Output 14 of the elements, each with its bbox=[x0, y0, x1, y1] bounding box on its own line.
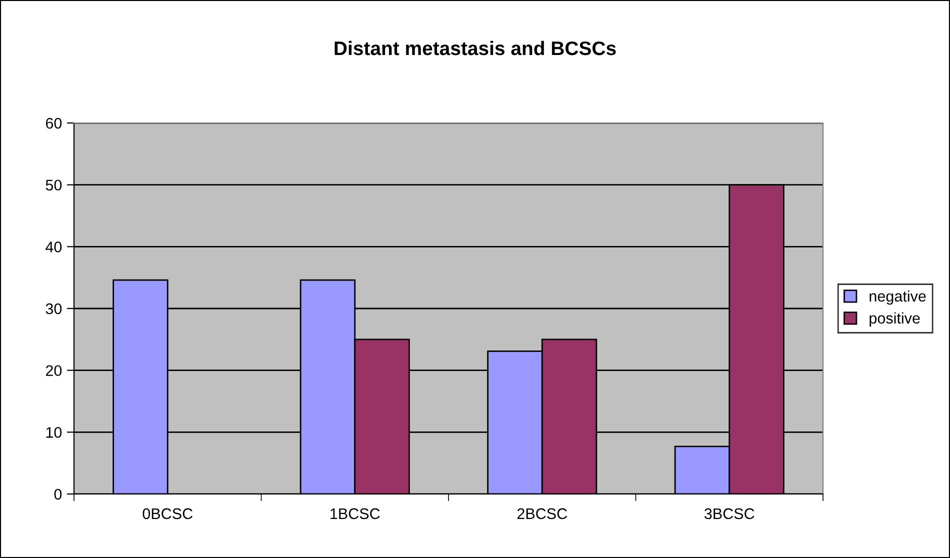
x-tick-label: 2BCSC bbox=[517, 508, 568, 520]
y-tick-label: 30 bbox=[46, 303, 62, 314]
legend-label: positive bbox=[870, 312, 920, 327]
y-tick-label: 40 bbox=[46, 242, 62, 252]
y-tick-label: 50 bbox=[46, 180, 62, 191]
y-tick-label: 0 bbox=[54, 488, 62, 500]
y-tick-label: 20 bbox=[46, 365, 62, 376]
y-tick-label: 60 bbox=[46, 118, 62, 129]
legend-label: negative bbox=[870, 290, 926, 305]
chart-title: Distant metastasis and BCSCs bbox=[334, 40, 616, 56]
x-tick-label: 3BCSC bbox=[704, 508, 754, 520]
y-tick-label: 10 bbox=[46, 427, 62, 438]
x-tick-label: 0BCSC bbox=[142, 508, 193, 520]
x-tick-label: 1BCSC bbox=[330, 508, 380, 520]
